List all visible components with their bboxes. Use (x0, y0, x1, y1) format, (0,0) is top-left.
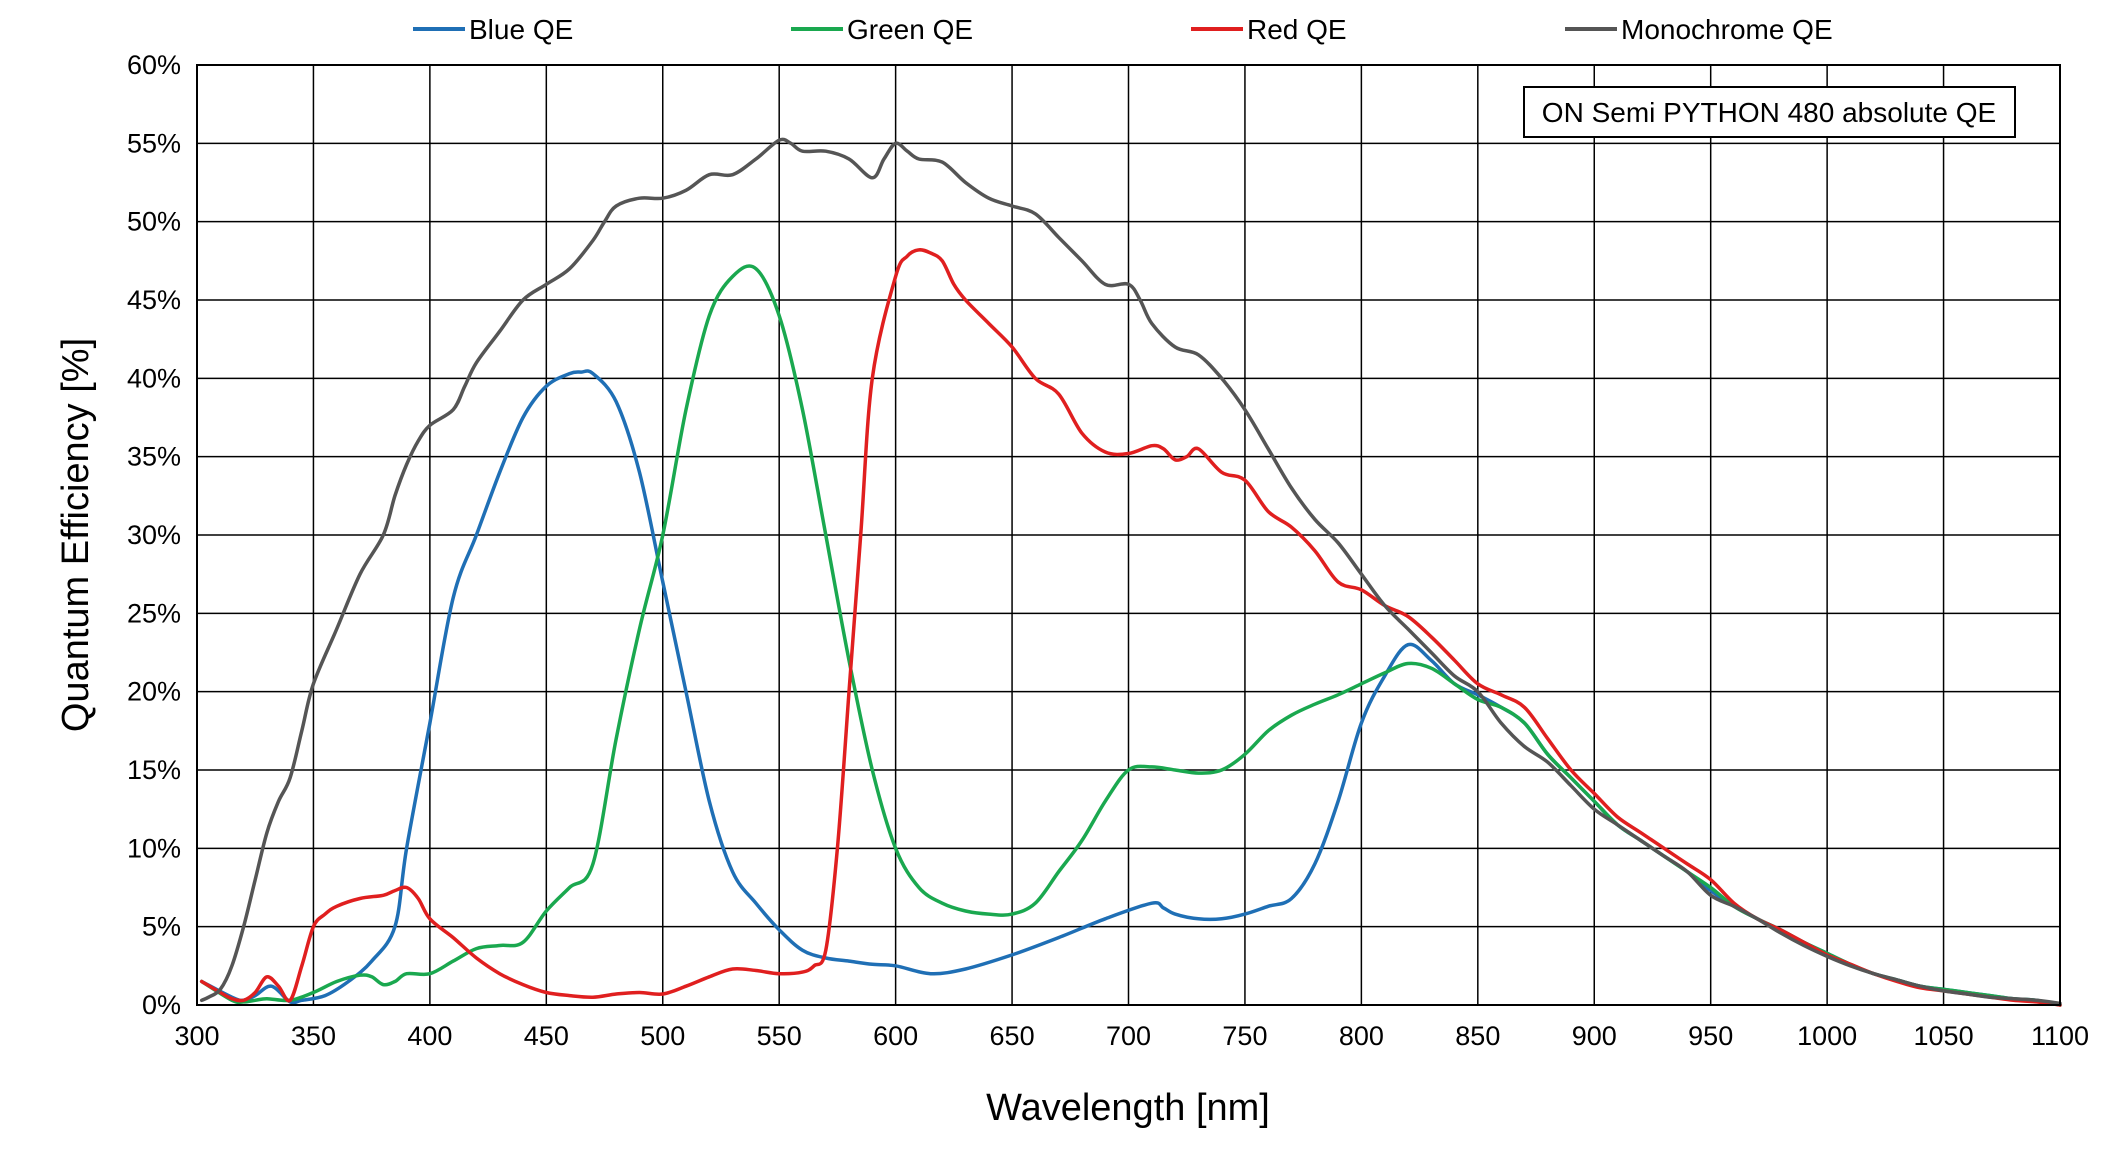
legend-label-monochrome-qe: Monochrome QE (1621, 14, 1833, 45)
x-tick-label: 950 (1688, 1021, 1733, 1051)
x-tick-label: 1050 (1914, 1021, 1974, 1051)
x-tick-label: 500 (640, 1021, 685, 1051)
x-axis-label: Wavelength [nm] (986, 1087, 1270, 1129)
y-tick-label: 0% (142, 990, 181, 1020)
x-tick-label: 550 (757, 1021, 802, 1051)
x-tick-label: 900 (1572, 1021, 1617, 1051)
y-tick-label: 25% (127, 598, 181, 628)
annotation-box: ON Semi PYTHON 480 absolute QE (1523, 86, 2016, 138)
y-tick-label: 30% (127, 520, 181, 550)
legend-label-green-qe: Green QE (847, 14, 973, 45)
annotation-border (1523, 86, 2016, 138)
x-tick-label: 1100 (2031, 1021, 2089, 1051)
y-tick-label: 35% (127, 442, 181, 472)
series-lines (199, 137, 2062, 1007)
series-line-blue-qe (199, 369, 2062, 1007)
y-tick-label: 60% (127, 50, 181, 80)
x-tick-label: 750 (1222, 1021, 1267, 1051)
y-tick-label: 55% (127, 128, 181, 158)
x-tick-label: 350 (291, 1021, 336, 1051)
x-tick-label: 650 (990, 1021, 1035, 1051)
legend-label-blue-qe: Blue QE (469, 14, 573, 45)
x-tick-label: 800 (1339, 1021, 1384, 1051)
y-tick-label: 45% (127, 285, 181, 315)
plot-frame (196, 64, 2061, 1006)
y-tick-label: 5% (142, 912, 181, 942)
series-line-green-qe (199, 264, 2062, 1007)
x-tick-labels: 300 350 400 450 500 550 600 650 700 750 800 850 900 9… (174, 1021, 2089, 1051)
x-tick-label: 450 (524, 1021, 569, 1051)
x-tick-label: 400 (407, 1021, 452, 1051)
x-tick-label: 1000 (1797, 1021, 1857, 1051)
x-tick-label: 300 (174, 1021, 219, 1051)
series-line-red-qe (199, 248, 2062, 1007)
y-tick-label: 20% (127, 677, 181, 707)
y-tick-label: 40% (127, 363, 181, 393)
y-tick-label: 10% (127, 833, 181, 863)
y-tick-labels: 0% 5% 10% 15% 20% 25% 30% 35% 40% 45% 50% 55% 60% (127, 50, 181, 1020)
x-tick-label: 600 (873, 1021, 918, 1051)
y-tick-label: 15% (127, 755, 181, 785)
legend-label-red-qe: Red QE (1247, 14, 1347, 45)
annotation-text: ON Semi PYTHON 480 absolute QE (1542, 97, 1996, 128)
x-tick-label: 700 (1106, 1021, 1151, 1051)
series-line-monochrome-qe (199, 137, 2062, 1006)
y-tick-label: 50% (127, 207, 181, 237)
x-tick-label: 850 (1455, 1021, 1500, 1051)
y-axis-label: Quantum Efficiency [%] (55, 338, 97, 732)
legend: Blue QE Green QE Red QE Monochrome QE (413, 14, 1833, 45)
